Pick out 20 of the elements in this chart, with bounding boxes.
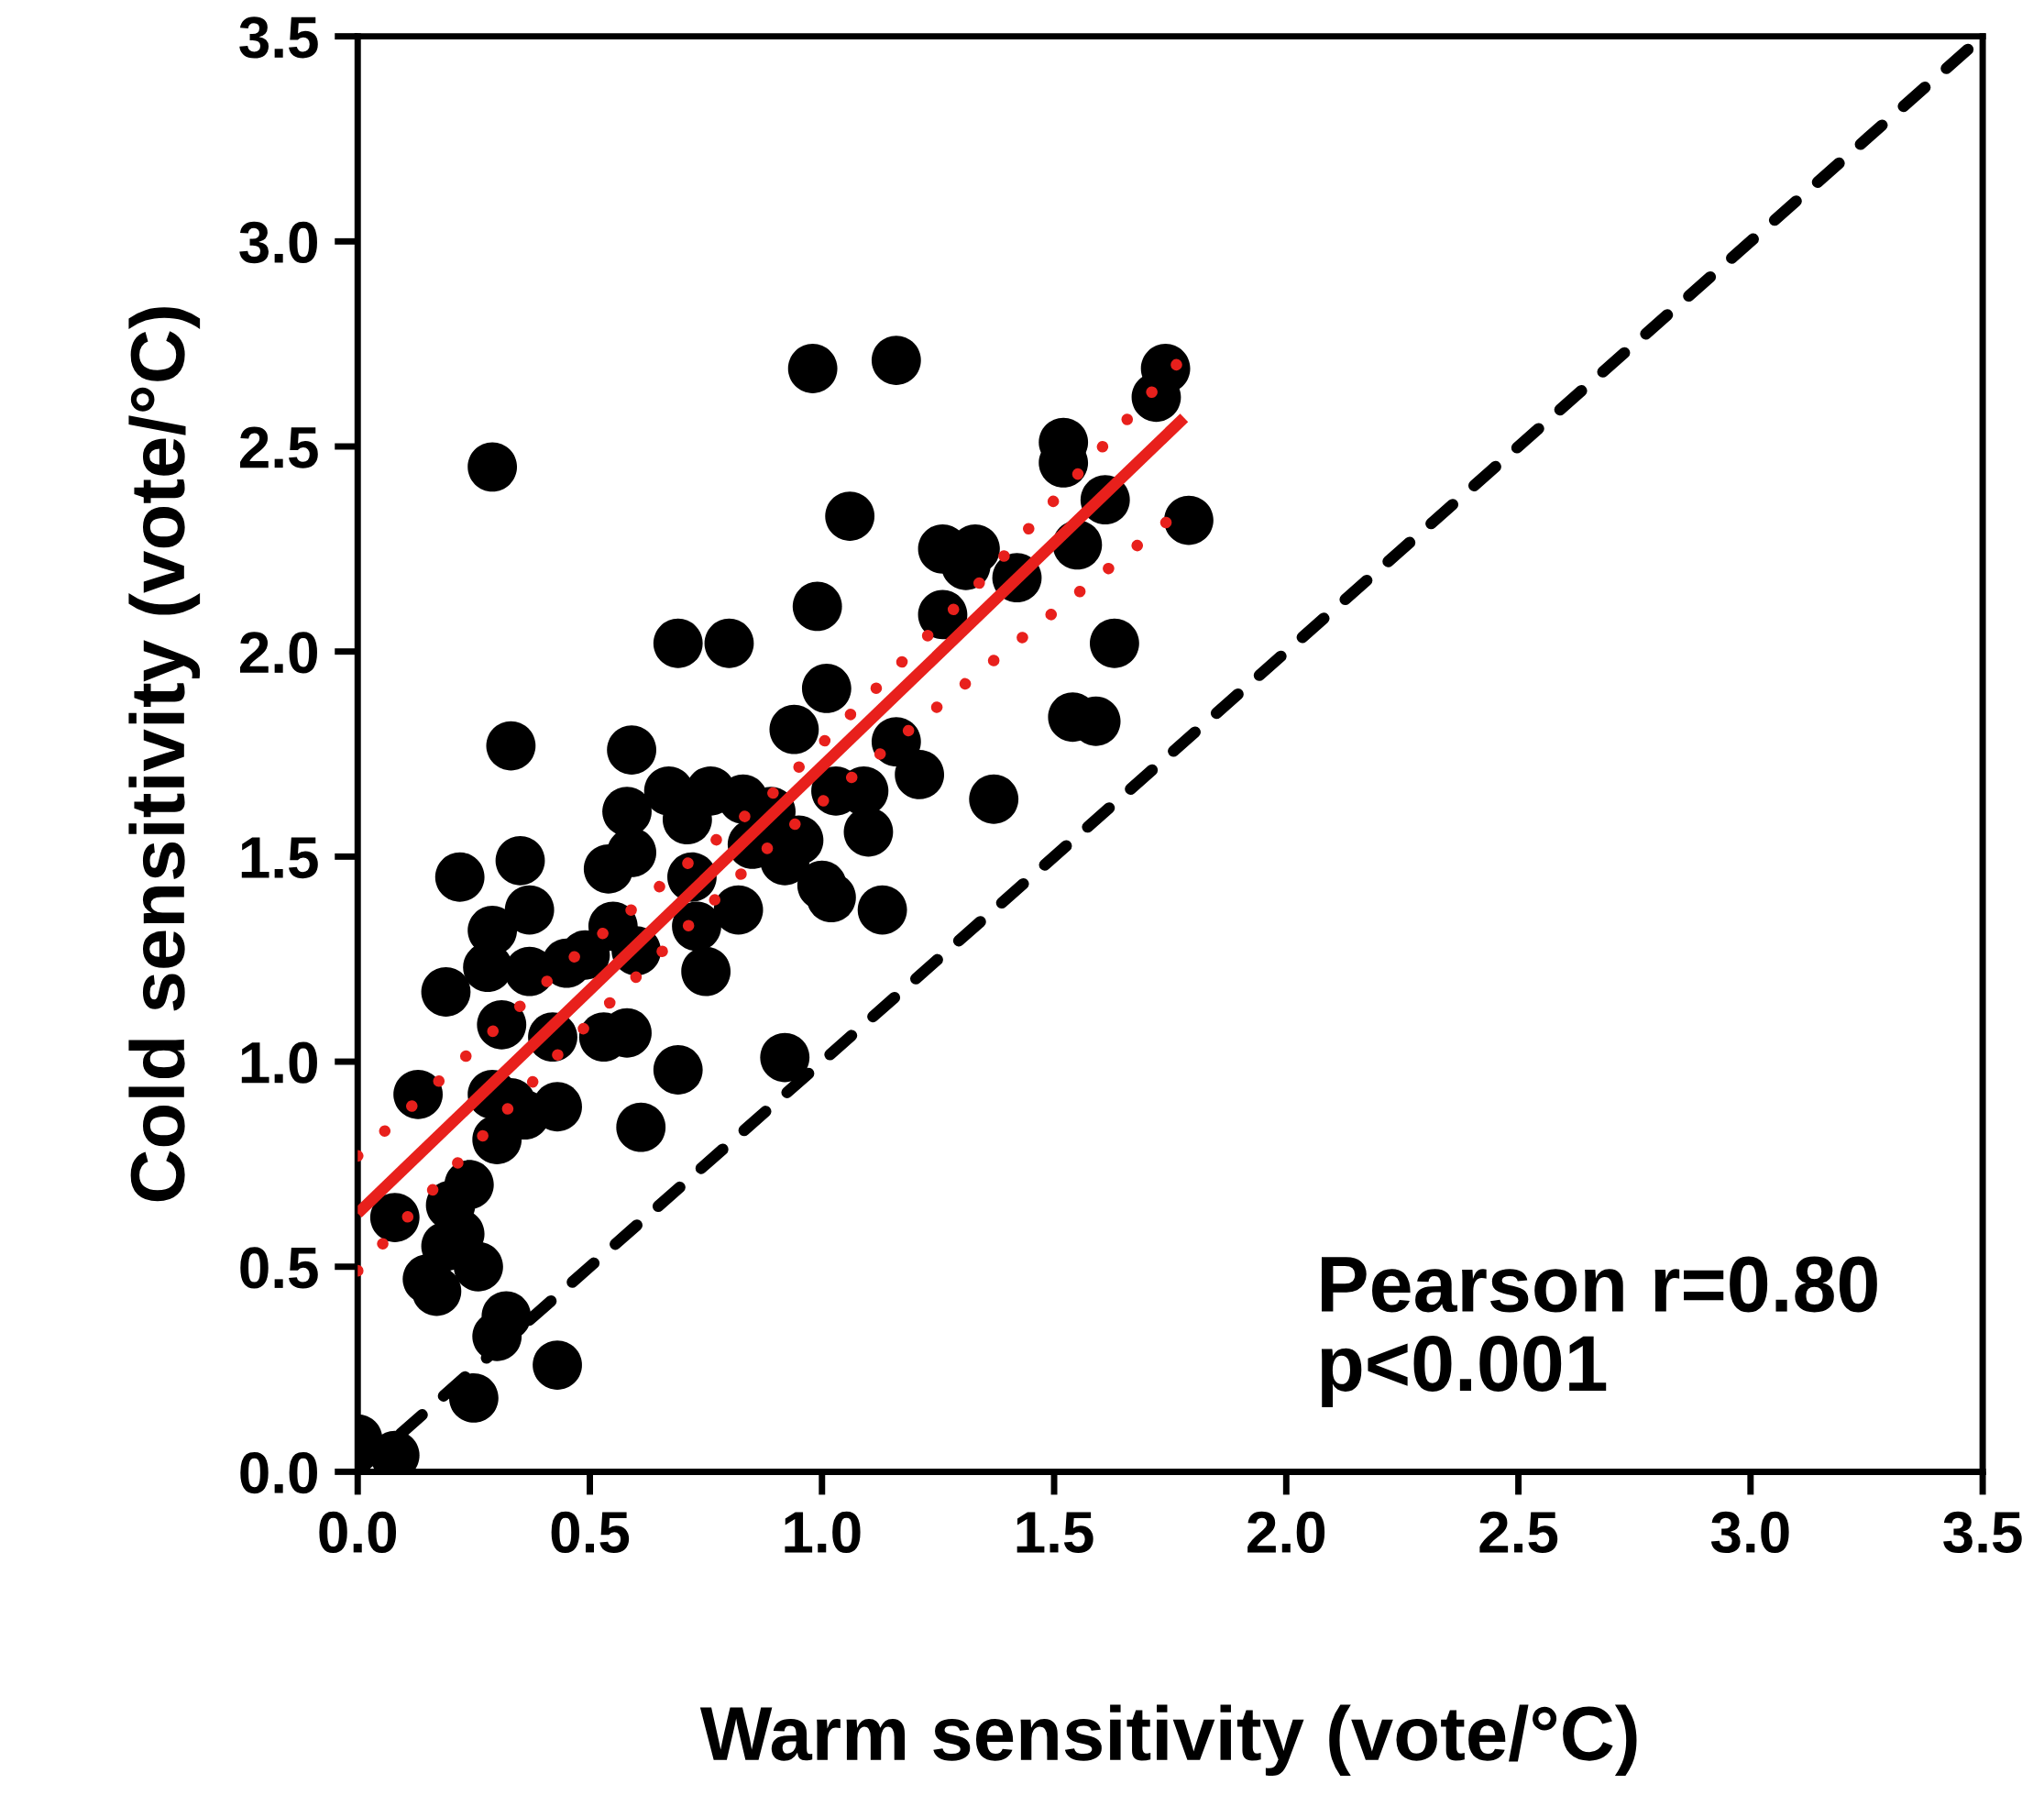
y-tick-label: 3.5 [239,17,318,59]
x-tick-label: 1.5 [1017,1512,1093,1554]
x-tick-label: 0.5 [551,1511,630,1554]
x-tick-label: 2.0 [1247,1511,1325,1554]
y-tick-label: 1.5 [241,837,318,879]
y-tick-label: 2.5 [239,426,318,468]
x-tick-label: 3.0 [1710,1511,1789,1554]
x-axis-title: Warm sensitivity (vote/°C) [699,1704,1637,1777]
y-tick-label: 1.0 [241,1041,317,1084]
y-tick-label: 0.5 [240,1247,318,1289]
x-tick-label: 1.0 [785,1511,861,1554]
x-tick-label: 2.5 [1479,1511,1558,1554]
x-tick-label: 3.5 [1943,1511,2022,1554]
annotation: Pearson r=0.80 [1321,1256,1877,1313]
y-axis-title: Cold sensitivity (vote/°C) [128,307,201,1202]
y-tick-label: 0.0 [240,1451,317,1494]
y-tick-label: 3.0 [239,221,317,264]
y-tick-label: 2.0 [239,632,317,674]
x-tick-label: 0.0 [319,1511,397,1554]
annotation: p<0.001 [1321,1335,1607,1407]
